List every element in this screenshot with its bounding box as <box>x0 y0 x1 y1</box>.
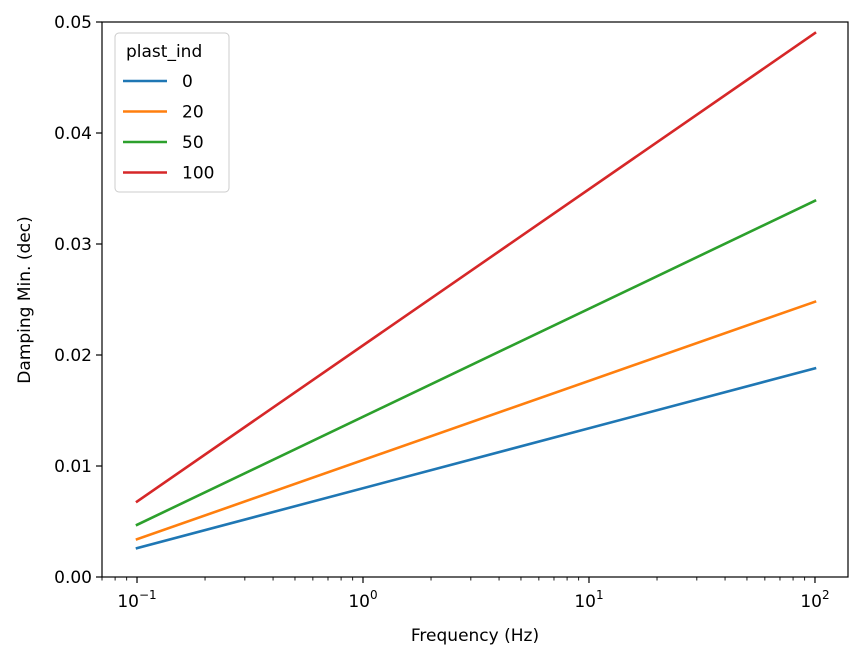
tick-layer: 0.00 0.01 0.02 0.03 0.04 0.05 10−1 100 101 102 <box>54 13 829 612</box>
legend-label-50: 50 <box>182 133 204 153</box>
legend-items: 0 20 50 100 <box>123 72 214 184</box>
y-tick-label: 0.01 <box>54 457 92 477</box>
x-tick-label: 10−1 <box>117 588 156 612</box>
series-line-50 <box>135 198 817 527</box>
series-line-0 <box>135 366 817 550</box>
legend-label-0: 0 <box>182 72 193 92</box>
legend-box <box>114 32 230 193</box>
y-tick-label: 0.04 <box>54 124 92 144</box>
x-tick-label: 101 <box>574 588 603 612</box>
plot-frame <box>101 21 849 578</box>
y-axis-label: Damping Min. (dec) <box>15 216 35 383</box>
y-tick-label: 0.03 <box>54 235 92 255</box>
legend-label-100: 100 <box>182 164 214 184</box>
series-line-100 <box>135 31 817 504</box>
x-tick-label: 100 <box>348 588 377 612</box>
series-layer <box>135 31 817 550</box>
y-tick-label: 0.05 <box>54 13 92 33</box>
series-line-20 <box>135 300 817 541</box>
legend: plast_ind 0 20 50 100 <box>114 32 230 193</box>
x-axis-label: Frequency (Hz) <box>411 626 539 646</box>
legend-label-20: 20 <box>182 103 204 123</box>
legend-title: plast_ind <box>126 42 202 62</box>
y-tick-label: 0.02 <box>54 346 92 366</box>
y-tick-label: 0.00 <box>54 568 92 588</box>
x-tick-label: 102 <box>800 588 829 612</box>
